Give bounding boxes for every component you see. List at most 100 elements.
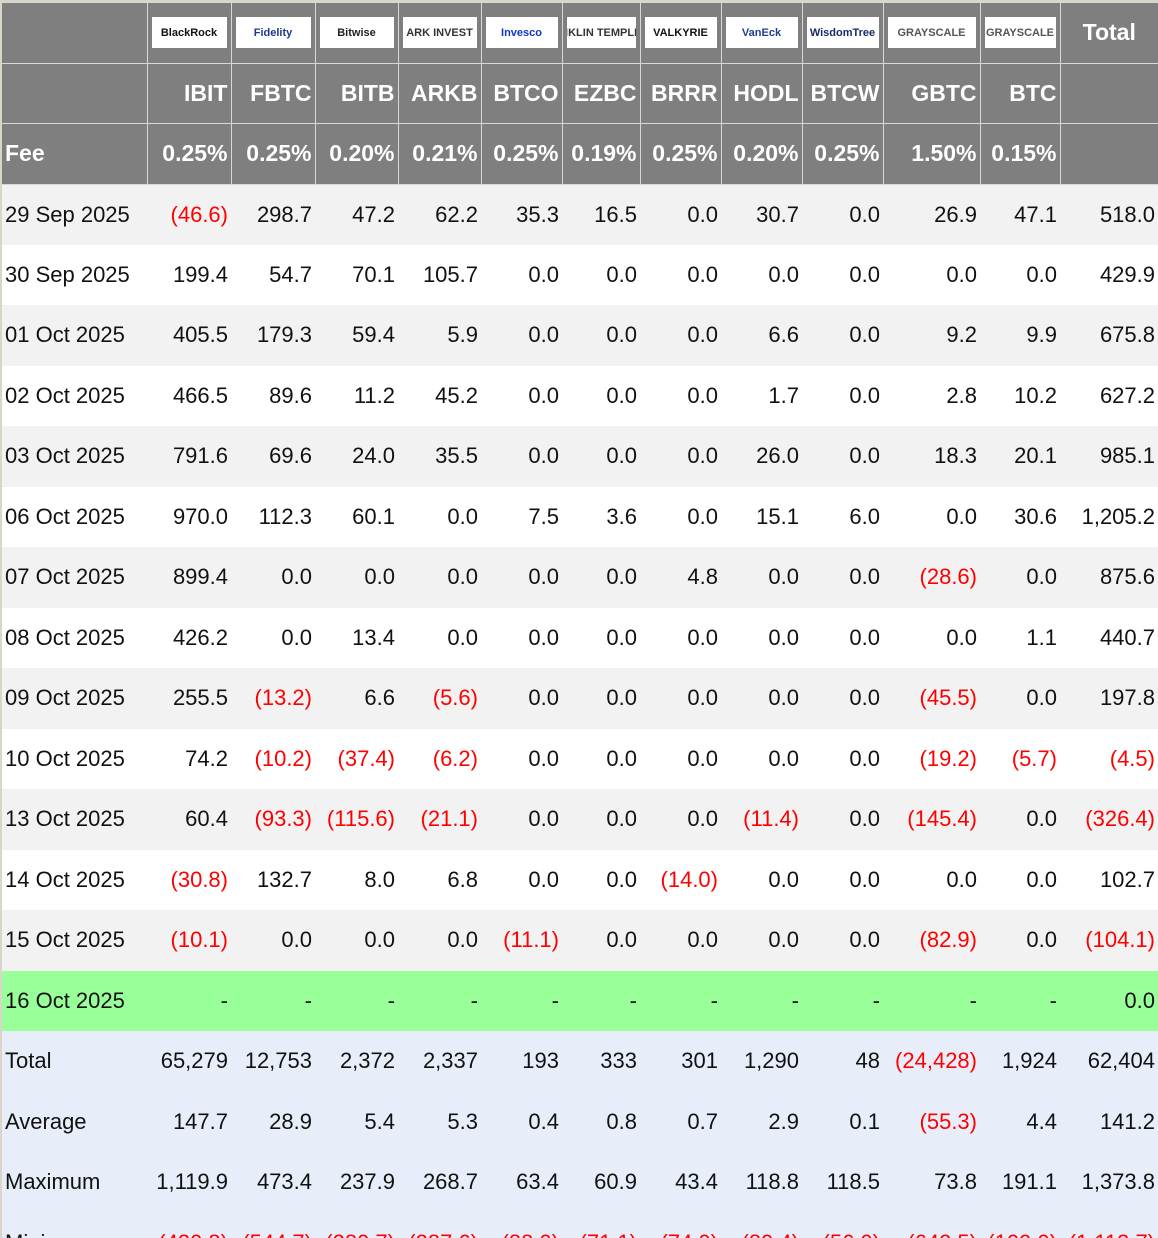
- flow-cell: 9.2: [883, 305, 980, 366]
- flow-cell: -: [562, 970, 640, 1031]
- summary-row-total: Total 65,279 12,753 2,372 2,337 193 333 301 1,29…: [2, 1031, 1158, 1092]
- summary-cell: 118.8: [721, 1152, 802, 1213]
- summary-cell: 193: [481, 1031, 562, 1092]
- fee-cell: 0.25%: [480, 123, 563, 185]
- flow-cell: 0.0: [640, 789, 721, 850]
- fee-label: Fee: [2, 123, 148, 185]
- row-total-cell: (326.4): [1060, 789, 1158, 850]
- summary-cell: 12,753: [231, 1031, 315, 1092]
- summary-cell: (642.5): [883, 1212, 980, 1238]
- row-total-cell: (4.5): [1060, 728, 1158, 789]
- flow-cell: 0.0: [640, 184, 721, 245]
- table-row: 14 Oct 2025 (30.8) 132.7 8.0 6.8 0.0 0.0 (14.0)…: [2, 849, 1158, 910]
- summary-cell: 5.3: [398, 1091, 481, 1152]
- row-total-cell: 675.8: [1060, 305, 1158, 366]
- flow-cell: 6.6: [315, 668, 398, 729]
- issuer-logo-franklin-templeton: FRANKLIN TEMPLETON: [566, 17, 636, 49]
- flow-cell: (93.3): [231, 789, 315, 850]
- table-row: 10 Oct 2025 74.2 (10.2) (37.4) (6.2) 0.0 0.0 0.…: [2, 728, 1158, 789]
- flow-cell: 0.0: [802, 728, 883, 789]
- issuer-logo-cell: BlackRock: [146, 2, 232, 64]
- issuer-logo-cell: VALKYRIE: [639, 2, 722, 64]
- flow-cell: 0.0: [802, 244, 883, 305]
- empty-header: [1059, 123, 1158, 185]
- issuer-logo-bitwise: Bitwise: [319, 17, 394, 49]
- row-total-cell: 518.0: [1060, 184, 1158, 245]
- flow-cell: 0.0: [802, 910, 883, 971]
- flow-cell: 0.0: [883, 486, 980, 547]
- summary-cell: (74.0): [640, 1212, 721, 1238]
- flow-cell: (5.7): [980, 728, 1060, 789]
- row-total-cell: 875.6: [1060, 547, 1158, 608]
- summary-cell: 237.9: [315, 1152, 398, 1213]
- flow-cell: 0.0: [481, 728, 562, 789]
- flow-cell: (115.6): [315, 789, 398, 850]
- flow-cell: 0.0: [721, 607, 802, 668]
- flow-cell: 0.0: [640, 486, 721, 547]
- issuer-logo-cell: ARK INVEST: [397, 2, 482, 64]
- flow-cell: -: [980, 970, 1060, 1031]
- flow-cell: -: [231, 970, 315, 1031]
- flow-cell: 0.0: [562, 365, 640, 426]
- flow-cell: 1.1: [980, 607, 1060, 668]
- issuer-logo-cell: VanEck: [720, 2, 803, 64]
- flow-cell: 0.0: [802, 849, 883, 910]
- summary-cell: 333: [562, 1031, 640, 1092]
- flow-cell: 0.0: [802, 305, 883, 366]
- flow-cell: 0.0: [640, 607, 721, 668]
- summary-cell: 1,119.9: [147, 1152, 231, 1213]
- ticker-header: BTC: [979, 62, 1061, 124]
- flow-cell: 0.0: [802, 184, 883, 245]
- flow-cell: 0.0: [315, 910, 398, 971]
- flow-cell: 15.1: [721, 486, 802, 547]
- flow-cell: 0.0: [883, 244, 980, 305]
- flow-cell: (37.4): [315, 728, 398, 789]
- flow-cell: 0.0: [640, 305, 721, 366]
- summary-cell: 65,279: [147, 1031, 231, 1092]
- date-cell: 07 Oct 2025: [2, 547, 147, 608]
- flow-cell: -: [147, 970, 231, 1031]
- flow-cell: (11.4): [721, 789, 802, 850]
- flow-cell: 0.0: [398, 486, 481, 547]
- flow-cell: 35.5: [398, 426, 481, 487]
- flow-cell: 899.4: [147, 547, 231, 608]
- flow-cell: (11.1): [481, 910, 562, 971]
- flow-cell: 30.7: [721, 184, 802, 245]
- summary-cell: 43.4: [640, 1152, 721, 1213]
- date-cell: 03 Oct 2025: [2, 426, 147, 487]
- flow-cell: 18.3: [883, 426, 980, 487]
- flow-cell: (82.9): [883, 910, 980, 971]
- issuer-logo-cell: GRAYSCALE: [882, 2, 981, 64]
- date-cell: 30 Sep 2025: [2, 244, 147, 305]
- summary-cell: 0.1: [802, 1091, 883, 1152]
- table-row: 03 Oct 2025 791.6 69.6 24.0 35.5 0.0 0.0 0.0 26.…: [2, 426, 1158, 487]
- flow-cell: 20.1: [980, 426, 1060, 487]
- summary-label: Total: [2, 1031, 147, 1092]
- flow-cell: 16.5: [562, 184, 640, 245]
- flow-cell: 0.0: [883, 607, 980, 668]
- summary-cell: 28.9: [231, 1091, 315, 1152]
- summary-cell: 301: [640, 1031, 721, 1092]
- ticker-header: FBTC: [230, 62, 316, 124]
- flow-cell: 0.0: [980, 849, 1060, 910]
- flow-cell: 6.8: [398, 849, 481, 910]
- table-row: 01 Oct 2025 405.5 179.3 59.4 5.9 0.0 0.0 0.0 6.6…: [2, 305, 1158, 366]
- date-cell: 01 Oct 2025: [2, 305, 147, 366]
- flow-cell: 0.0: [562, 849, 640, 910]
- flow-cell: 69.6: [231, 426, 315, 487]
- flow-cell: 0.0: [721, 910, 802, 971]
- flow-cell: 45.2: [398, 365, 481, 426]
- flow-cell: 0.0: [640, 365, 721, 426]
- issuer-logo-wisdomtree: WisdomTree: [806, 17, 879, 49]
- flow-cell: 0.0: [802, 426, 883, 487]
- flow-cell: 0.0: [231, 910, 315, 971]
- summary-cell: (430.8): [147, 1212, 231, 1238]
- flow-cell: -: [802, 970, 883, 1031]
- flow-cell: 6.0: [802, 486, 883, 547]
- empty-header: [1059, 62, 1158, 124]
- row-total-cell: 627.2: [1060, 365, 1158, 426]
- flow-cell: 426.2: [147, 607, 231, 668]
- issuer-logo-cell: FRANKLIN TEMPLETON: [561, 2, 641, 64]
